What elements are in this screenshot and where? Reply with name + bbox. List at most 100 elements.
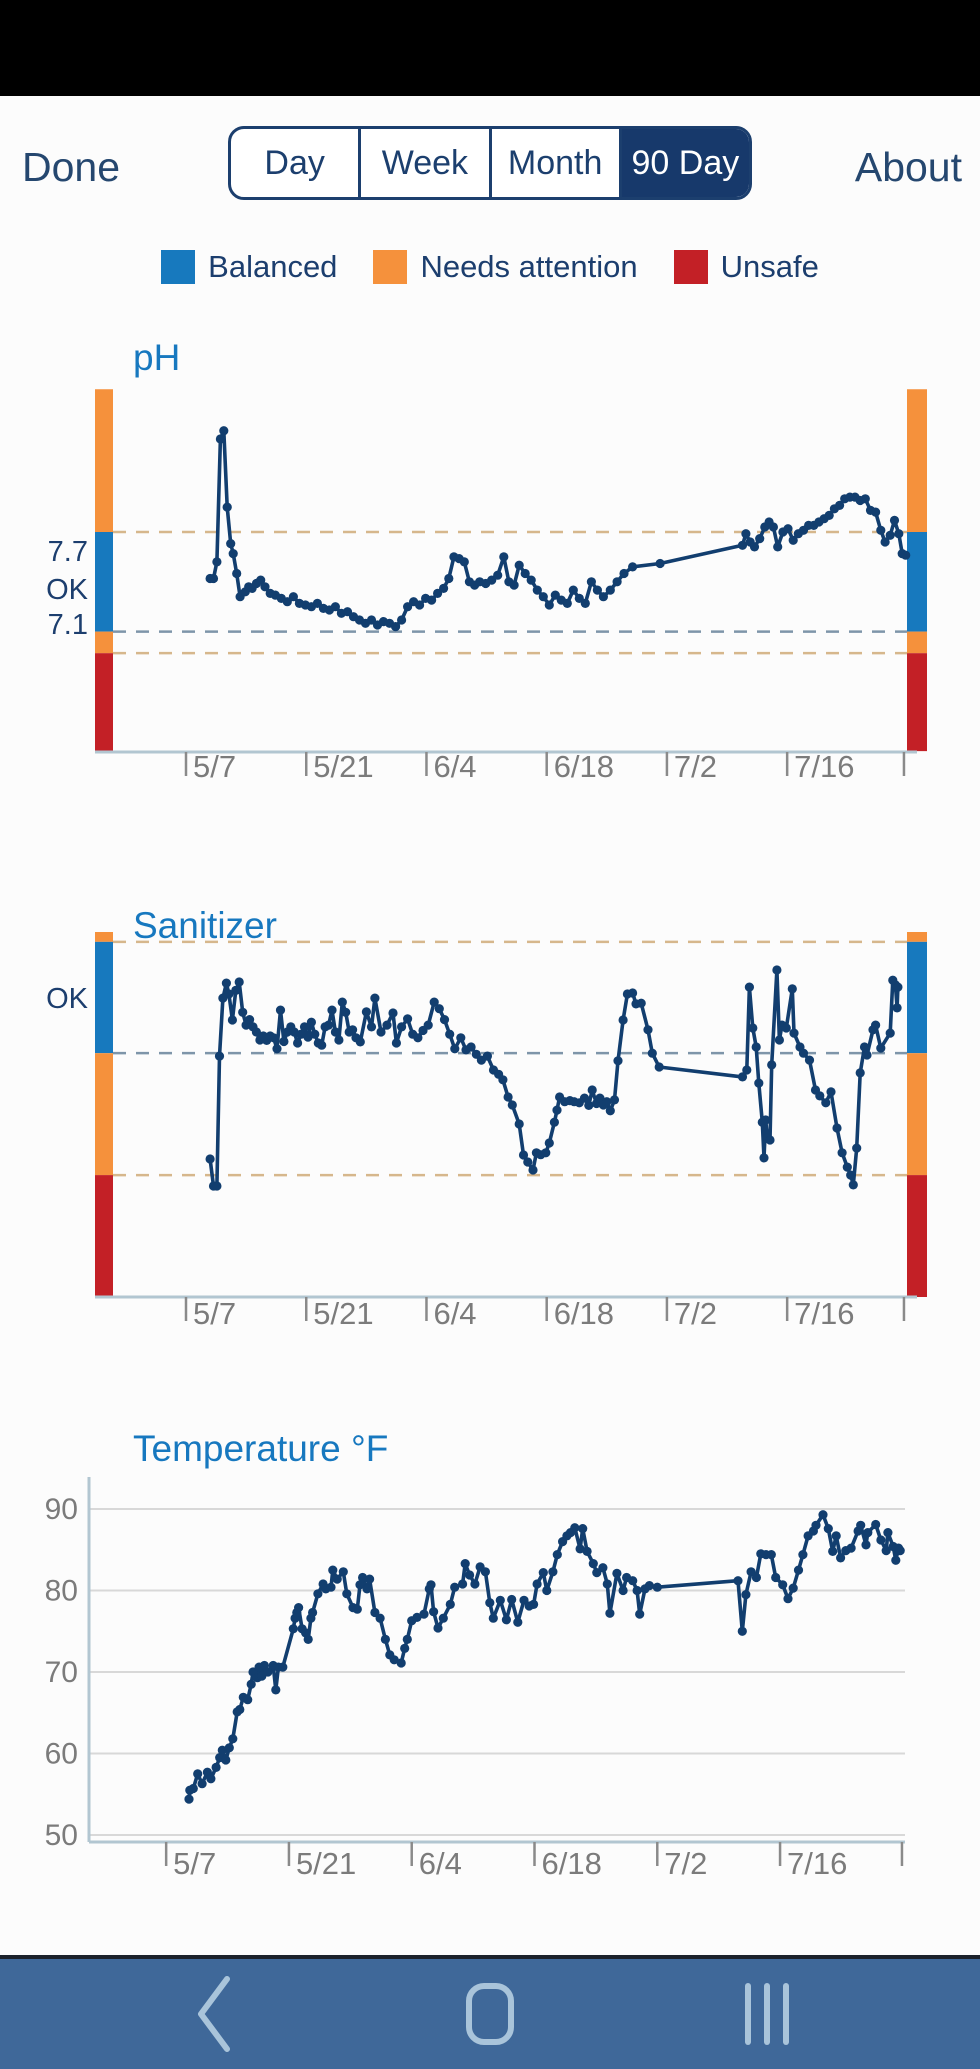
data-point xyxy=(652,1582,662,1592)
data-point xyxy=(501,1615,511,1625)
data-point xyxy=(836,1553,846,1563)
back-icon[interactable] xyxy=(135,1959,295,2069)
data-point xyxy=(412,1612,422,1622)
data-point xyxy=(823,1524,833,1534)
data-point xyxy=(584,1100,594,1110)
data-point xyxy=(632,1585,642,1596)
data-point xyxy=(212,557,222,567)
data-point xyxy=(450,1044,460,1054)
right-band-unsafe xyxy=(907,1175,927,1297)
data-point xyxy=(299,1022,310,1032)
data-point xyxy=(579,1093,590,1103)
data-point xyxy=(741,1590,751,1600)
segment-90-day[interactable]: 90 Day xyxy=(621,129,749,197)
data-point xyxy=(811,1520,821,1530)
system-navigation-bar xyxy=(0,1959,980,2069)
data-point xyxy=(445,1599,455,1609)
legend-label: Needs attention xyxy=(420,249,638,284)
x-tick-label: 5/21 xyxy=(313,749,373,784)
series-line xyxy=(208,968,900,1188)
data-point xyxy=(733,1576,743,1586)
legend-swatch-needs_attention xyxy=(373,250,408,284)
data-point xyxy=(444,573,454,584)
data-point xyxy=(824,510,834,520)
data-point xyxy=(278,1662,288,1672)
data-point xyxy=(279,1036,289,1047)
data-point xyxy=(513,1617,523,1627)
data-point xyxy=(744,982,755,992)
y-axis-label: 7.1 xyxy=(48,609,88,641)
data-point xyxy=(538,592,548,602)
data-point xyxy=(751,1042,761,1052)
x-tick-label: 7/16 xyxy=(794,1296,854,1331)
data-point xyxy=(846,1543,856,1553)
data-point xyxy=(787,984,797,994)
data-point xyxy=(635,1609,645,1619)
data-point xyxy=(894,529,904,539)
data-point xyxy=(605,1608,615,1618)
data-point xyxy=(528,1165,538,1175)
data-point xyxy=(863,1528,873,1538)
y-axis-label: 70 xyxy=(45,1656,78,1689)
status-bar xyxy=(0,0,980,96)
data-point xyxy=(433,1623,443,1633)
data-point xyxy=(288,592,298,602)
data-point xyxy=(193,1769,203,1779)
data-point xyxy=(618,1585,628,1596)
data-point xyxy=(831,1531,841,1541)
data-point xyxy=(821,1098,831,1108)
data-point xyxy=(503,1092,513,1102)
data-point xyxy=(365,1574,375,1584)
data-point xyxy=(837,1148,847,1158)
data-point xyxy=(765,1135,775,1145)
data-point xyxy=(226,539,236,549)
done-button[interactable]: Done xyxy=(22,144,121,190)
data-point xyxy=(856,1520,866,1530)
data-point xyxy=(871,507,881,517)
data-point xyxy=(480,1567,490,1577)
data-point xyxy=(644,1581,655,1591)
segment-month[interactable]: Month xyxy=(492,129,622,197)
data-point xyxy=(548,1567,558,1577)
data-point xyxy=(885,530,895,540)
data-point xyxy=(647,1048,657,1058)
data-point xyxy=(380,1634,390,1644)
left-band-balanced xyxy=(95,532,113,632)
data-point xyxy=(655,558,665,569)
data-point xyxy=(748,1023,758,1033)
data-point xyxy=(294,1603,304,1613)
legend-item-unsafe: Unsafe xyxy=(673,249,819,285)
data-point xyxy=(212,1181,222,1191)
data-point xyxy=(375,1613,385,1623)
data-point xyxy=(330,602,340,612)
data-point xyxy=(275,1005,286,1015)
data-point xyxy=(871,1020,881,1030)
data-point xyxy=(575,1544,585,1554)
data-point xyxy=(755,534,765,544)
data-point xyxy=(767,1060,777,1070)
data-point xyxy=(206,1774,216,1784)
y-axis-label: 7.7 xyxy=(48,536,88,568)
data-point xyxy=(759,1153,769,1163)
data-point xyxy=(423,1020,433,1030)
data-point xyxy=(772,965,782,975)
data-point xyxy=(605,1106,615,1116)
segment-day[interactable]: Day xyxy=(231,129,362,197)
data-point xyxy=(391,1038,401,1048)
data-point xyxy=(741,529,751,539)
segment-week[interactable]: Week xyxy=(361,129,492,197)
about-button[interactable]: About xyxy=(854,144,962,190)
data-point xyxy=(893,982,903,992)
y-axis-label: OK xyxy=(46,983,89,1015)
x-tick-label: 7/16 xyxy=(794,749,854,784)
data-point xyxy=(552,1105,562,1115)
home-icon[interactable] xyxy=(410,1959,570,2069)
data-point xyxy=(317,1040,327,1050)
data-point xyxy=(429,997,439,1007)
recents-icon[interactable] xyxy=(687,1959,847,2069)
data-point xyxy=(846,1170,856,1180)
data-point xyxy=(224,1743,234,1753)
legend-item-needs_attention: Needs attention xyxy=(373,249,638,285)
data-point xyxy=(228,549,238,559)
